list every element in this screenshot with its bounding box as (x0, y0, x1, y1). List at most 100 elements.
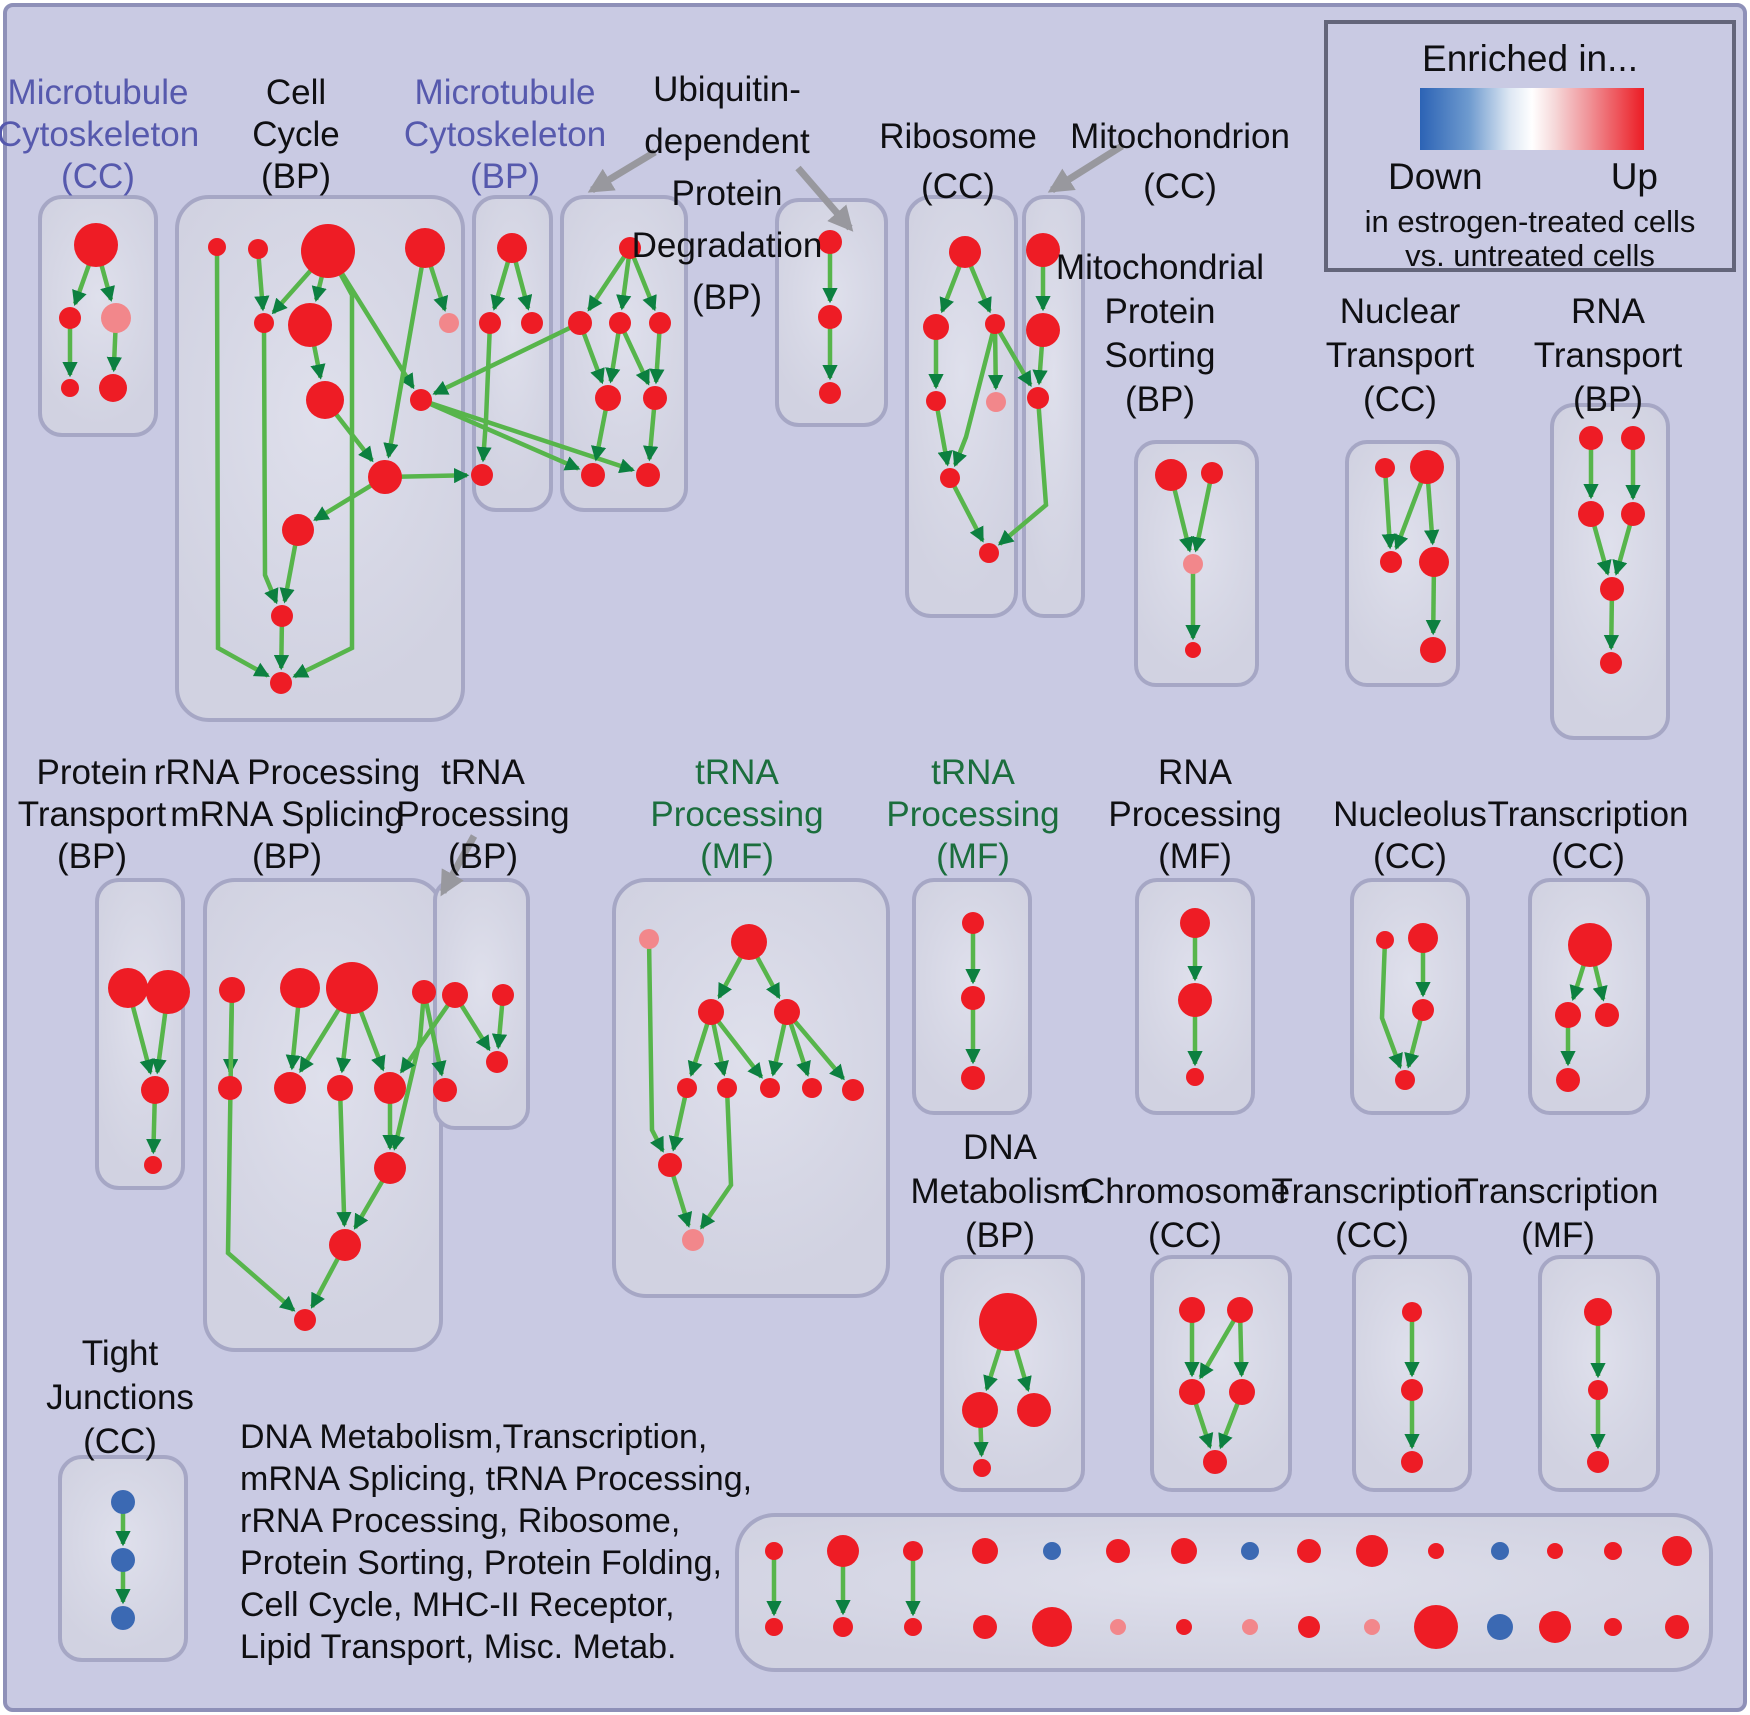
rrna-label: rRNA Processing mRNA Splicing (BP) (153, 753, 421, 876)
gene-node-d3-red (609, 312, 631, 334)
edge-l7-l10 (336, 1087, 352, 1228)
transcription-cc2-label: Transcription (CC) (1271, 1172, 1473, 1255)
edge-n3-n7 (709, 1010, 764, 1079)
gene-node-xb8-pink (1242, 1619, 1258, 1635)
gene-node-d6-red (643, 386, 667, 410)
pointer-ubiquitin-right-arrow-icon (795, 165, 854, 232)
gene-node-d7-red (581, 463, 605, 487)
edge-f6-f7 (948, 476, 985, 543)
gene-node-u3-red (1179, 1379, 1205, 1405)
edge-i1-i3 (1381, 467, 1397, 550)
gene-node-r4-red (1556, 1068, 1580, 1092)
gene-node-f3-red (985, 314, 1005, 334)
edge-m1-l8 (399, 993, 457, 1074)
edge-n4-n9 (785, 1010, 846, 1081)
gene-node-g3-red (1027, 387, 1049, 409)
gene-node-r3-red (1595, 1003, 1619, 1027)
edge-n6-n11 (699, 1087, 734, 1230)
gene-node-xt3-red (903, 1541, 923, 1561)
gene-node-f2-red (923, 314, 949, 340)
gene-node-xb1-red (765, 1618, 783, 1636)
gene-node-u1-red (1179, 1297, 1205, 1323)
gene-node-e1-red (818, 230, 842, 254)
gene-node-n6-red (717, 1078, 737, 1098)
gene-node-b3-red (301, 224, 355, 278)
gene-node-h2-red (1201, 462, 1223, 484)
gene-node-xt15-red (1662, 1536, 1692, 1566)
gene-node-xb5-red (1032, 1607, 1072, 1647)
gene-node-xt13-red (1547, 1543, 1563, 1559)
protein-transport-label: Protein Transport (BP) (17, 753, 167, 876)
gene-node-c2-red (479, 312, 501, 334)
mtcc-label: Microtubule Cytoskeleton (CC) (0, 73, 200, 196)
gene-node-t2-red (962, 1392, 998, 1428)
gene-node-m4-red (433, 1078, 457, 1102)
edge-f3-g3 (993, 322, 1033, 388)
gene-node-v1-red (1402, 1302, 1422, 1322)
transcription-mf-label: Transcription (MF) (1457, 1172, 1659, 1255)
gene-node-w1-red (1584, 1298, 1612, 1326)
gene-node-b2-red (248, 239, 268, 259)
gene-node-u2-red (1227, 1297, 1253, 1323)
gene-node-k4-red (144, 1156, 162, 1174)
edge-q1-q4 (1379, 939, 1403, 1070)
gene-node-v3-red (1401, 1451, 1423, 1473)
gene-node-t4-red (973, 1459, 991, 1477)
gene-node-xb2-red (833, 1617, 853, 1637)
gene-node-c4-red (471, 464, 493, 486)
gene-node-w3-red (1587, 1451, 1609, 1473)
gene-node-xt5-blue (1043, 1542, 1061, 1560)
gene-node-l9-red (374, 1152, 406, 1184)
gene-node-r1-red (1568, 923, 1612, 967)
legend-subtitle-line2: vs. untreated cells (1405, 238, 1655, 273)
legend-up-label: Up (1610, 156, 1658, 197)
edge-h2-h3 (1191, 472, 1215, 553)
gene-node-b6-red (288, 303, 332, 347)
gene-node-xt9-red (1297, 1539, 1321, 1563)
gene-node-i5-red (1420, 637, 1446, 663)
gene-node-s3-blue (111, 1606, 135, 1630)
gene-node-j5-red (1600, 577, 1624, 601)
edge-g3-f7 (997, 397, 1049, 546)
cellcycle-label: Cell Cycle (BP) (252, 73, 340, 196)
gene-node-b7-pink (439, 313, 459, 333)
legend-box: Enriched in... Down Up in estrogen-treat… (1324, 20, 1736, 273)
gene-node-xt14-red (1604, 1542, 1622, 1560)
gene-node-i1-red (1375, 458, 1395, 478)
gene-node-xb11-red (1414, 1605, 1458, 1649)
nuclear-transport-label: Nuclear Transport (CC) (1325, 292, 1475, 419)
gene-node-s1-blue (111, 1490, 135, 1514)
chromosome-label: Chromosome (CC) (1079, 1172, 1291, 1255)
gene-node-l3-red (326, 962, 378, 1014)
gene-node-g1-red (1026, 233, 1060, 267)
gene-node-xb10-pink (1364, 1619, 1380, 1635)
gene-node-p3-red (1186, 1068, 1204, 1086)
gene-node-xb7-red (1176, 1619, 1192, 1635)
gene-node-xt7-red (1171, 1538, 1197, 1564)
gene-node-b12-red (271, 605, 293, 627)
gene-node-n2-red (731, 924, 767, 960)
pointer-mitochondrion-arrow-icon (1047, 143, 1124, 193)
gene-node-i4-red (1419, 547, 1449, 577)
gene-node-xb9-red (1298, 1616, 1320, 1638)
gene-node-l8-red (374, 1072, 406, 1104)
edge-d1-d2 (587, 246, 632, 312)
dna-metabolism-label: DNA Metabolism (BP) (910, 1128, 1090, 1255)
edge-c2-c4 (476, 322, 493, 463)
gene-node-d5-red (595, 385, 621, 411)
go-box-dnam (940, 1255, 1085, 1492)
edge-d2-b9 (432, 320, 581, 396)
edge-f3-f6 (952, 323, 998, 468)
legend-down-label: Down (1388, 156, 1483, 197)
edge-b5-b12 (261, 322, 279, 605)
gene-node-xb12-blue (1487, 1614, 1513, 1640)
pointer-arrows-layer (439, 143, 1124, 897)
gene-node-f7-red (979, 543, 999, 563)
gene-node-b11-red (282, 514, 314, 546)
gene-node-i3-red (1380, 551, 1402, 573)
gene-node-xb15-red (1665, 1615, 1689, 1639)
gene-node-f6-red (940, 468, 960, 488)
gene-node-xt4-red (972, 1538, 998, 1564)
